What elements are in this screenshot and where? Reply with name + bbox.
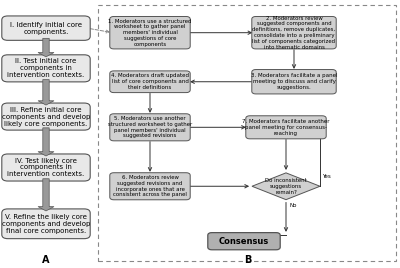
Text: 4. Moderators draft updated
list of core components and
their definitions: 4. Moderators draft updated list of core…	[111, 73, 189, 90]
Polygon shape	[252, 173, 320, 200]
Text: B: B	[244, 255, 252, 265]
Text: IV. Test likely core
components in
intervention contexts.: IV. Test likely core components in inter…	[7, 158, 85, 177]
FancyBboxPatch shape	[110, 173, 190, 200]
Text: Yes: Yes	[322, 174, 331, 179]
Text: 6. Moderators review
suggested revisions and
incorporate ones that are
consisten: 6. Moderators review suggested revisions…	[113, 175, 187, 198]
FancyBboxPatch shape	[110, 114, 190, 141]
Text: 7. Moderators facilitate another
panel meeting for consensus-
reaching: 7. Moderators facilitate another panel m…	[242, 119, 330, 136]
FancyBboxPatch shape	[2, 16, 90, 40]
FancyBboxPatch shape	[252, 70, 336, 94]
Text: 2. Moderators review
suggested components and
definitions, remove duplicates,
co: 2. Moderators review suggested component…	[252, 16, 336, 50]
FancyBboxPatch shape	[110, 17, 190, 49]
FancyBboxPatch shape	[2, 154, 90, 181]
Text: V. Refine the likely core
components and develop
final core components.: V. Refine the likely core components and…	[2, 214, 90, 234]
Text: III. Refine initial core
components and develop
likely core components.: III. Refine initial core components and …	[2, 107, 90, 126]
FancyBboxPatch shape	[252, 17, 336, 49]
Text: II. Test initial core
components in
intervention contexts.: II. Test initial core components in inte…	[7, 58, 85, 78]
Polygon shape	[38, 38, 54, 57]
Polygon shape	[38, 128, 54, 156]
Bar	[98, 5, 396, 261]
Text: 1. Moderators use a structured
worksheet to gather panel
members' individual
sug: 1. Moderators use a structured worksheet…	[108, 18, 192, 47]
FancyBboxPatch shape	[110, 71, 190, 93]
Text: 5. Moderators use another
structured worksheet to gather
panel members' individu: 5. Moderators use another structured wor…	[108, 116, 192, 139]
FancyBboxPatch shape	[208, 233, 280, 250]
Text: No: No	[289, 203, 297, 208]
Polygon shape	[38, 179, 54, 211]
FancyBboxPatch shape	[2, 209, 90, 239]
Polygon shape	[38, 80, 54, 105]
FancyBboxPatch shape	[2, 103, 90, 130]
Text: Consensus: Consensus	[219, 237, 269, 246]
Text: A: A	[42, 255, 50, 265]
Text: Do inconsistent
suggestions
remain?: Do inconsistent suggestions remain?	[265, 178, 307, 195]
FancyBboxPatch shape	[2, 55, 90, 82]
Text: I. Identify initial core
components.: I. Identify initial core components.	[10, 22, 82, 35]
Text: 3. Moderators facilitate a panel
meeting to discuss and clarify
suggestions.: 3. Moderators facilitate a panel meeting…	[251, 73, 337, 90]
FancyBboxPatch shape	[246, 116, 326, 139]
